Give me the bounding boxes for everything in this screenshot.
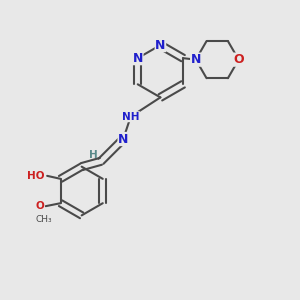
Text: O: O: [35, 201, 44, 211]
Text: H: H: [89, 150, 98, 160]
Text: HO: HO: [27, 171, 45, 181]
Text: N: N: [190, 53, 201, 66]
Text: N: N: [118, 133, 128, 146]
Text: N: N: [155, 39, 166, 52]
Text: N: N: [133, 52, 143, 65]
Text: CH₃: CH₃: [36, 215, 52, 224]
Text: NH: NH: [122, 112, 140, 122]
Text: O: O: [233, 53, 244, 66]
